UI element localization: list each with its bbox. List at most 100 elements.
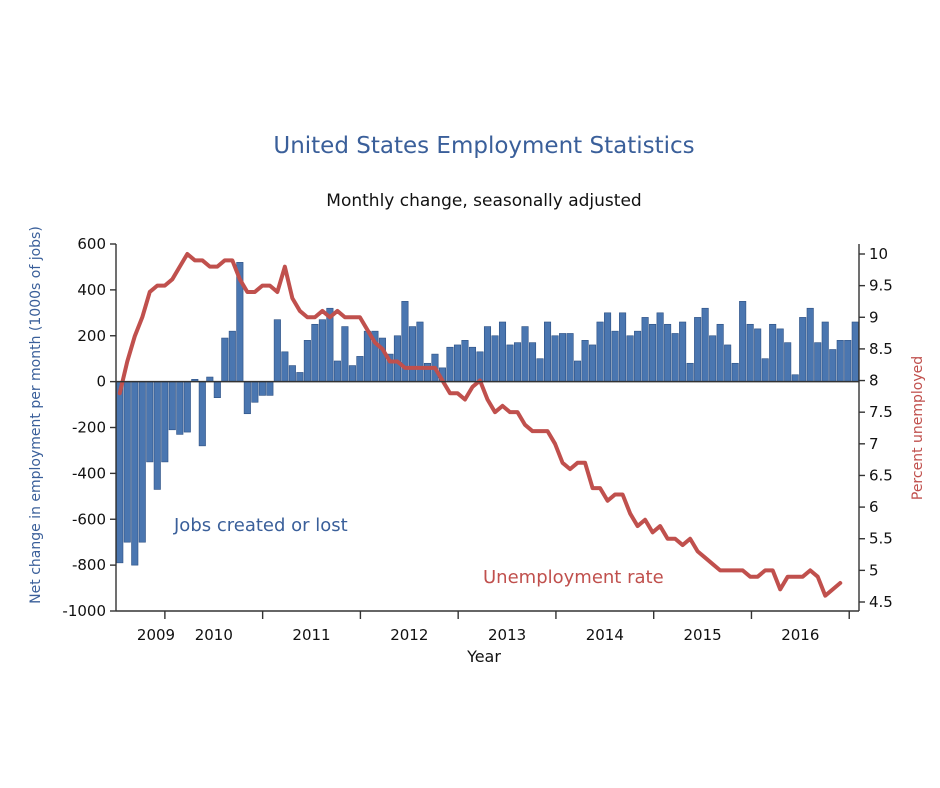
bar-jobs bbox=[408, 326, 416, 382]
bar-jobs bbox=[604, 312, 612, 382]
bar-jobs bbox=[393, 335, 401, 382]
x-tick-label: 2012 bbox=[390, 626, 428, 644]
bar-jobs bbox=[341, 326, 349, 382]
y-tick-label-left: -800 bbox=[72, 556, 106, 574]
x-tick-label: 2013 bbox=[488, 626, 526, 644]
bar-jobs bbox=[498, 321, 507, 382]
bar-jobs bbox=[544, 321, 552, 382]
x-tick-label: 2009 bbox=[137, 626, 175, 644]
bar-jobs bbox=[461, 340, 469, 382]
bar-jobs bbox=[731, 362, 739, 382]
bar-jobs bbox=[656, 312, 664, 382]
bar-jobs bbox=[566, 333, 574, 382]
bar-jobs bbox=[333, 360, 341, 382]
annotation-rate: Unemployment rate bbox=[483, 567, 664, 588]
y-tick-label-left: -1000 bbox=[62, 602, 106, 620]
y-tick-label-left: 200 bbox=[77, 327, 106, 345]
y-tick-label-left: 400 bbox=[77, 281, 106, 299]
y-tick-label-right: 8 bbox=[869, 372, 879, 390]
x-tick-label: 2014 bbox=[586, 626, 624, 644]
bar-jobs bbox=[483, 326, 492, 382]
bar-jobs bbox=[664, 323, 672, 382]
bar-jobs bbox=[694, 317, 702, 382]
bar-jobs bbox=[671, 333, 679, 382]
y-tick-label-right: 5.5 bbox=[869, 530, 893, 548]
bar-jobs bbox=[243, 381, 251, 415]
bar-jobs bbox=[836, 340, 844, 382]
y-axis-label-left: Net change in employment per month (1000… bbox=[28, 226, 44, 604]
bar-jobs bbox=[528, 342, 537, 382]
y-tick-label-right: 5 bbox=[869, 561, 879, 579]
bar-jobs bbox=[611, 330, 619, 382]
bar-jobs bbox=[506, 344, 514, 382]
bar-jobs bbox=[258, 381, 266, 396]
bar-jobs bbox=[251, 381, 259, 403]
y-tick-label-left: -400 bbox=[72, 464, 106, 482]
bar-jobs bbox=[806, 307, 814, 382]
bar-jobs bbox=[161, 381, 169, 463]
bar-jobs bbox=[709, 335, 717, 382]
bar-jobs bbox=[724, 344, 732, 382]
bar-jobs bbox=[266, 381, 274, 396]
bar-jobs bbox=[581, 340, 589, 382]
y-tick-label-left: -200 bbox=[72, 419, 106, 437]
bar-jobs bbox=[446, 346, 454, 382]
bar-jobs bbox=[183, 381, 191, 433]
annotation-jobs: Jobs created or lost bbox=[173, 515, 348, 536]
bar-jobs bbox=[176, 381, 184, 435]
bar-jobs bbox=[821, 321, 829, 382]
bar-jobs bbox=[513, 342, 522, 382]
bar-jobs bbox=[536, 358, 544, 382]
bar-jobs bbox=[701, 307, 709, 382]
bar-jobs bbox=[296, 372, 304, 382]
x-tick-label: 2016 bbox=[781, 626, 819, 644]
bar-jobs bbox=[619, 312, 627, 382]
bar-jobs bbox=[168, 381, 176, 431]
bar-jobs bbox=[559, 333, 567, 382]
bar-jobs bbox=[468, 346, 477, 382]
bar-jobs bbox=[679, 321, 687, 382]
x-tick-label: 2011 bbox=[292, 626, 330, 644]
y-tick-label-right: 10 bbox=[869, 245, 888, 263]
bar-jobs bbox=[453, 344, 461, 382]
bar-jobs bbox=[123, 381, 131, 543]
y-tick-label-right: 7.5 bbox=[869, 403, 893, 421]
y-tick-label-right: 9 bbox=[869, 308, 879, 326]
bar-jobs bbox=[288, 365, 296, 382]
bar-jobs bbox=[348, 365, 356, 382]
bar-jobs bbox=[476, 351, 484, 382]
bar-jobs bbox=[791, 374, 799, 382]
axes: 600 400 200 0 -200 -400 -600 -800 -1000 10 9.5 9 8.5… bbox=[62, 235, 892, 644]
bar-jobs bbox=[799, 317, 807, 382]
line-unemployment-rate bbox=[117, 252, 843, 598]
bar-jobs bbox=[273, 319, 281, 382]
x-tick-label: 2010 bbox=[195, 626, 233, 644]
bar-jobs bbox=[784, 342, 792, 382]
y-tick-label-right: 8.5 bbox=[869, 340, 893, 358]
chart-title: United States Employment Statistics bbox=[273, 133, 694, 159]
y-tick-label-right: 9.5 bbox=[869, 277, 893, 295]
bar-jobs bbox=[213, 381, 221, 398]
bar-series-jobs bbox=[116, 262, 859, 566]
bar-jobs bbox=[776, 328, 784, 382]
y-tick-label-right: 7 bbox=[869, 435, 879, 453]
bar-jobs bbox=[844, 340, 852, 382]
bar-jobs bbox=[649, 323, 657, 382]
line-series-unemployment bbox=[117, 252, 843, 598]
bar-jobs bbox=[641, 317, 649, 382]
bar-jobs bbox=[311, 323, 319, 382]
bar-jobs bbox=[754, 328, 762, 382]
bar-jobs bbox=[146, 381, 154, 463]
y-tick-label-right: 6 bbox=[869, 498, 879, 516]
bar-jobs bbox=[416, 321, 424, 382]
x-tick-label: 2015 bbox=[684, 626, 722, 644]
bar-jobs bbox=[303, 340, 311, 382]
bar-jobs bbox=[634, 330, 642, 382]
bar-jobs bbox=[228, 330, 236, 382]
bar-jobs bbox=[686, 362, 694, 382]
bar-jobs bbox=[318, 319, 326, 382]
bar-jobs bbox=[761, 358, 769, 382]
y-tick-label-right: 4.5 bbox=[869, 593, 893, 611]
bar-jobs bbox=[281, 351, 289, 382]
